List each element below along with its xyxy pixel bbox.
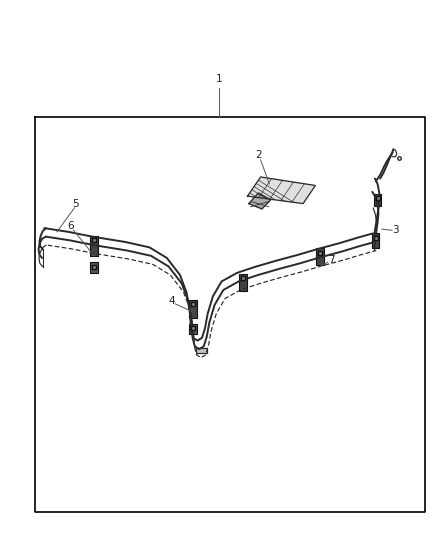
Polygon shape [189, 324, 197, 334]
Polygon shape [189, 300, 197, 319]
Text: 4: 4 [168, 296, 175, 305]
Text: 5: 5 [72, 199, 79, 208]
Text: 7: 7 [328, 255, 335, 265]
Polygon shape [372, 233, 379, 248]
Text: 1: 1 [215, 74, 223, 84]
Polygon shape [247, 177, 315, 204]
Polygon shape [239, 274, 247, 291]
Polygon shape [249, 193, 271, 209]
Text: 3: 3 [392, 225, 399, 235]
Polygon shape [374, 194, 381, 206]
Text: 2: 2 [255, 150, 262, 159]
Text: 6: 6 [67, 221, 74, 231]
Polygon shape [196, 348, 207, 353]
Polygon shape [316, 248, 324, 265]
Polygon shape [90, 236, 98, 256]
Polygon shape [90, 262, 98, 273]
